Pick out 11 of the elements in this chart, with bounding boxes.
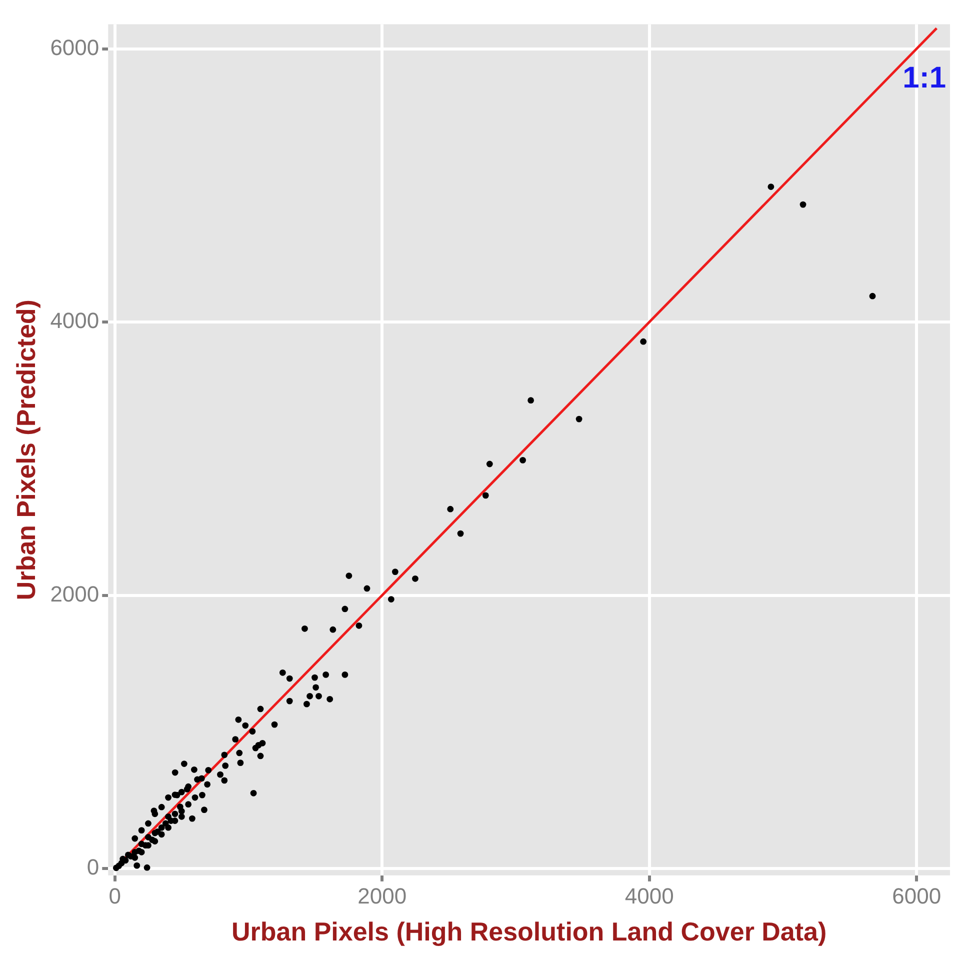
y-tick-label: 2000	[50, 581, 100, 606]
y-tick-label: 0	[86, 854, 100, 880]
x-tick-label: 0	[108, 884, 121, 909]
x-tick-label: 4000	[624, 884, 674, 909]
y-axis-title: Urban Pixels (Predicted)	[10, 300, 41, 600]
y-tick-label: 4000	[50, 308, 100, 334]
x-tick-label: 2000	[358, 884, 407, 909]
x-tick-label: 6000	[892, 884, 942, 909]
annotation: 1:1	[902, 61, 946, 94]
y-tick-label: 6000	[50, 34, 100, 60]
x-axis-title: Urban Pixels (High Resolution Land Cover Data)	[231, 916, 827, 947]
